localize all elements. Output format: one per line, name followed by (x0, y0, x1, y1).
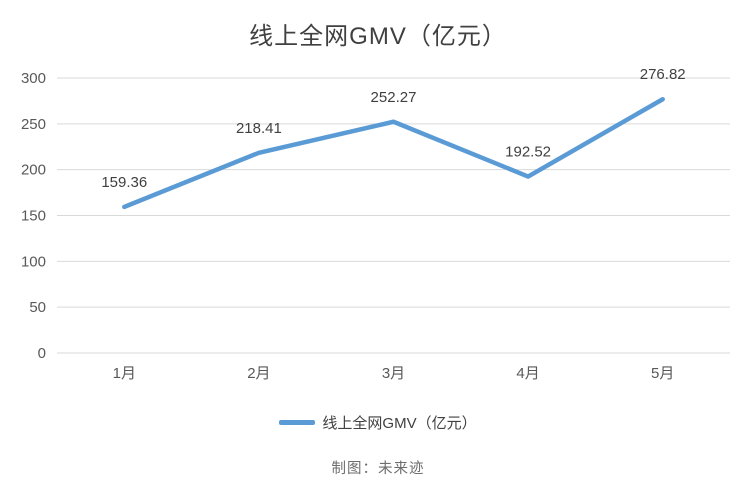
legend-line-swatch (279, 420, 316, 425)
y-tick-label: 150 (21, 208, 46, 225)
data-point-label: 276.82 (640, 66, 686, 83)
y-tick-label: 200 (21, 162, 46, 179)
credit-text: 制图：未来迹 (331, 461, 425, 477)
y-tick-label: 100 (21, 253, 46, 270)
x-tick-label: 2月 (247, 365, 270, 382)
x-tick-label: 5月 (651, 365, 674, 382)
y-tick-label: 300 (21, 70, 46, 87)
data-point-label: 218.41 (236, 120, 282, 137)
series-line (122, 96, 665, 210)
x-tick-label: 4月 (516, 365, 539, 382)
x-tick-label: 3月 (382, 365, 405, 382)
data-point-label: 192.52 (505, 144, 551, 161)
data-point-label: 159.36 (101, 174, 147, 191)
data-point-label: 252.27 (371, 89, 417, 106)
legend-series-label: 线上全网GMV（亿元） (322, 415, 477, 432)
x-tick-label: 1月 (113, 365, 136, 382)
chart-title: 线上全网GMV（亿元） (249, 23, 507, 50)
y-tick-label: 250 (21, 116, 46, 133)
y-tick-label: 0 (38, 345, 46, 362)
y-tick-label: 50 (29, 299, 46, 316)
legend: 线上全网GMV（亿元） (0, 412, 756, 433)
